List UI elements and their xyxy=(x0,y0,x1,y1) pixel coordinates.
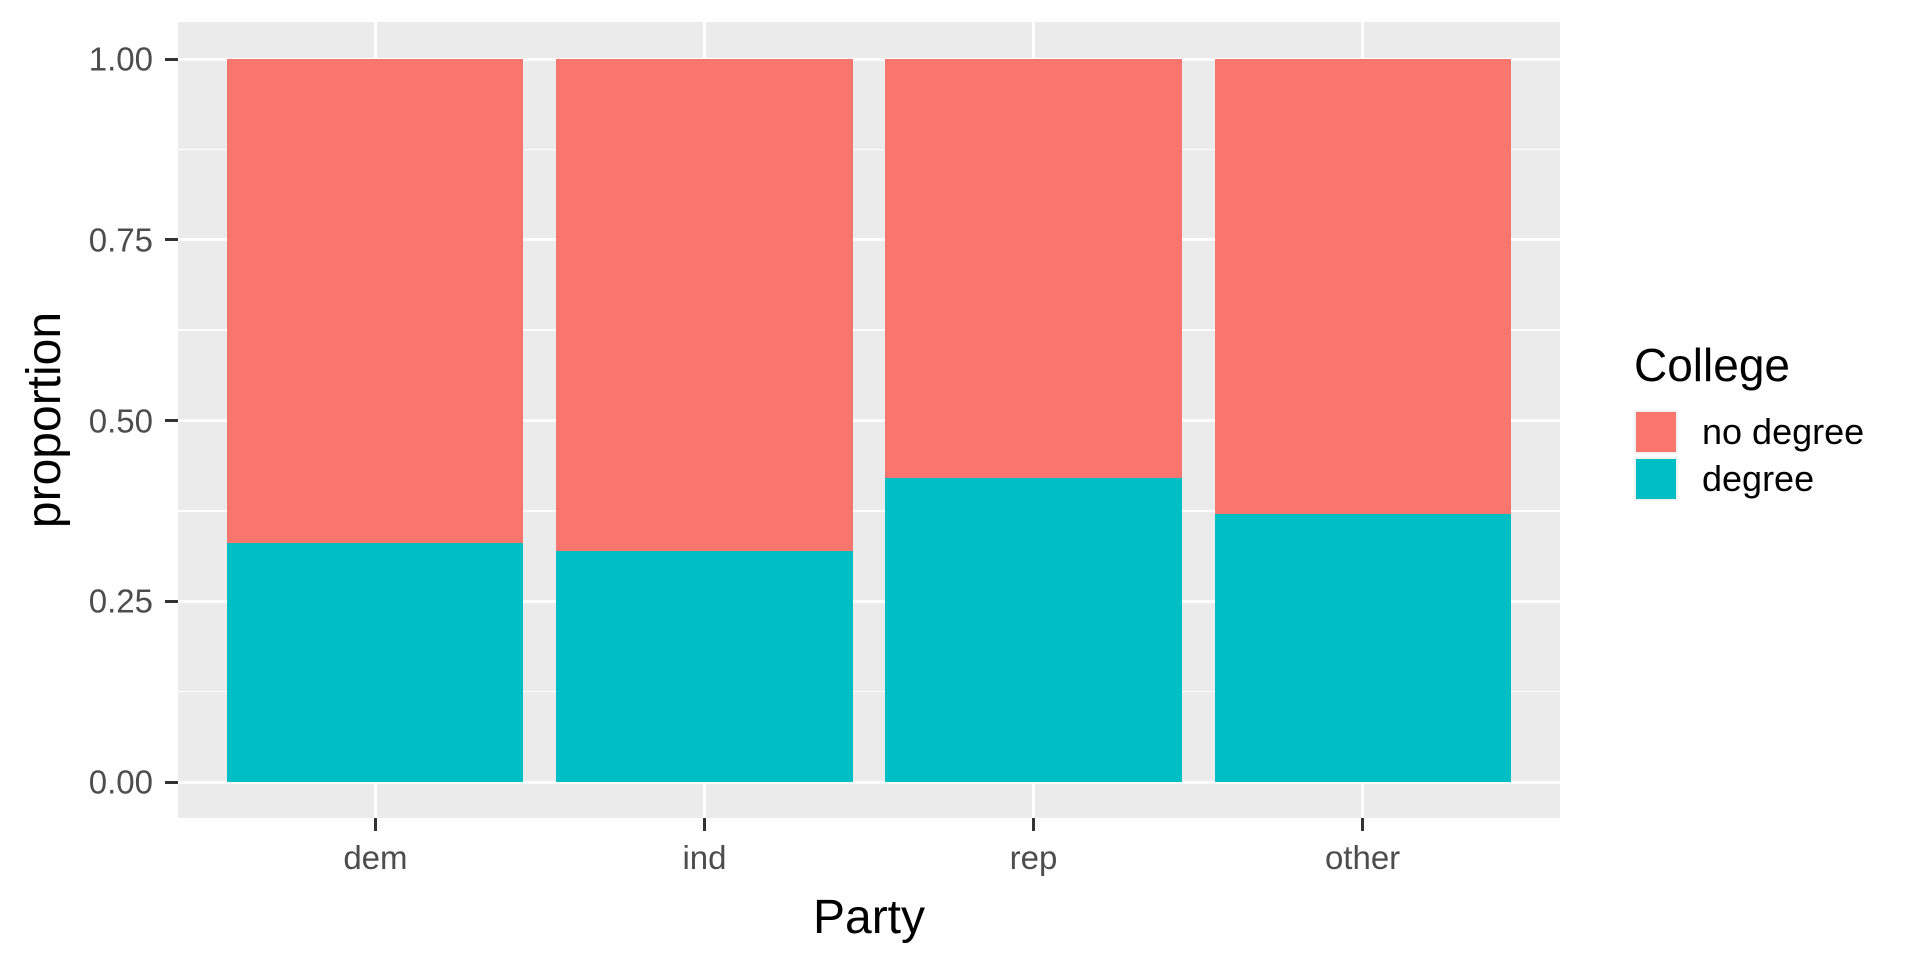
major-gridline-y-0.00 xyxy=(178,780,1560,784)
x-tick-label-dem: dem xyxy=(343,839,408,876)
legend-title: College xyxy=(1634,339,1790,391)
bar-segment-other-no-degree xyxy=(1214,59,1511,515)
legend-item-no-degree: no degree xyxy=(1634,410,1920,454)
legend-label-degree: degree xyxy=(1702,458,1815,499)
major-gridline-y-1.00 xyxy=(178,57,1560,61)
minor-gridline-y-0.625 xyxy=(178,329,1560,331)
major-gridline-y-0.25 xyxy=(178,599,1560,603)
no-degree-swatch xyxy=(1634,410,1678,454)
y-tick-label-0.00: 0.00 xyxy=(88,763,153,801)
x-tick-rep xyxy=(1032,818,1036,831)
minor-gridline-y-0.875 xyxy=(178,148,1560,151)
bar-rep xyxy=(885,59,1182,782)
x-tick-other xyxy=(1361,818,1365,831)
legend: College no degree degree xyxy=(1634,339,1920,504)
bar-segment-rep-degree xyxy=(885,478,1182,782)
y-tick-0.25 xyxy=(165,599,178,603)
bar-segment-dem-degree xyxy=(227,543,524,782)
minor-gridline-y-0.125 xyxy=(178,690,1560,693)
bar-segment-ind-degree xyxy=(556,550,853,782)
x-tick-label-rep: rep xyxy=(1009,839,1058,876)
x-axis-title: Party xyxy=(812,891,926,944)
x-tick-ind xyxy=(702,818,706,831)
x-tick-label-ind: ind xyxy=(682,839,727,876)
x-tick-label-other: other xyxy=(1324,839,1401,876)
y-tick-label-0.50: 0.50 xyxy=(88,402,153,439)
y-tick-label-1.00: 1.00 xyxy=(88,40,153,78)
y-tick-0.00 xyxy=(165,780,178,784)
bar-segment-dem-no-degree xyxy=(227,59,524,544)
bar-segment-other-degree xyxy=(1214,514,1511,782)
legend-label-no-degree: no degree xyxy=(1702,411,1865,452)
y-tick-1.00 xyxy=(165,57,178,61)
degree-swatch xyxy=(1634,457,1678,501)
bar-segment-ind-no-degree xyxy=(556,59,853,551)
y-tick-label-0.75: 0.75 xyxy=(88,221,153,259)
bar-other xyxy=(1214,59,1511,782)
minor-gridline-y-0.375 xyxy=(178,510,1560,512)
bar-ind xyxy=(556,59,853,782)
legend-item-degree: degree xyxy=(1634,457,1920,501)
bar-dem xyxy=(227,59,524,782)
major-gridline-y-0.50 xyxy=(178,419,1560,422)
x-tick-dem xyxy=(373,818,377,831)
y-tick-0.75 xyxy=(165,238,178,242)
bar-segment-rep-no-degree xyxy=(885,59,1182,479)
y-tick-0.50 xyxy=(165,419,178,422)
major-gridline-y-0.75 xyxy=(178,238,1560,242)
y-tick-label-0.25: 0.25 xyxy=(88,582,153,620)
